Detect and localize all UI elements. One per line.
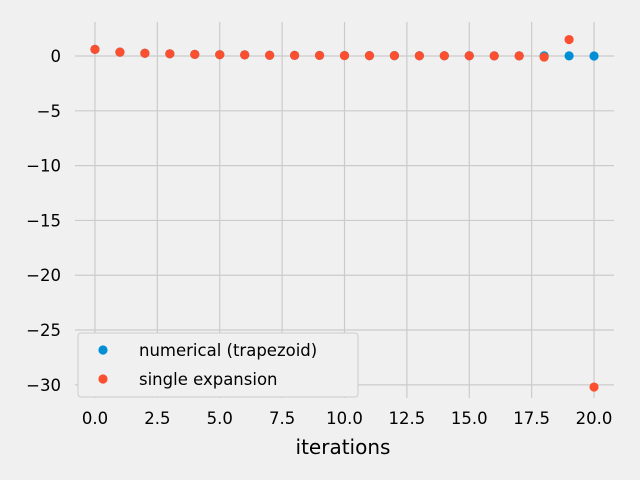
x-tick-label: 7.5 [269,409,295,428]
point-single-expansion [464,51,474,61]
point-single-expansion [190,49,200,59]
point-single-expansion [489,51,499,61]
point-single-expansion [439,51,449,61]
x-tick-label: 20.0 [576,409,613,428]
point-numerical [564,51,574,61]
y-tick-label: −15 [26,211,61,230]
point-single-expansion [414,51,424,61]
point-single-expansion [564,34,574,45]
point-single-expansion [514,51,524,61]
point-single-expansion [589,382,599,392]
legend-label-numerical: numerical (trapezoid) [139,341,317,360]
point-numerical [589,51,599,61]
point-single-expansion [364,51,375,61]
point-single-expansion [240,50,250,60]
x-tick-label: 2.5 [144,409,170,428]
point-single-expansion [389,51,400,61]
x-axis-label: iterations [296,435,391,459]
x-tick-labels: 0.0 2.5 5.0 7.5 10.0 12.5 15.0 17.5 20.0 [82,409,613,428]
point-single-expansion [314,50,325,61]
x-tick-label: 17.5 [513,409,550,428]
point-single-expansion [339,50,350,61]
point-single-expansion [140,48,150,58]
y-tick-label: −25 [26,321,61,340]
point-single-expansion [289,50,300,60]
point-single-expansion [165,49,175,59]
legend-marker-numerical [98,345,108,355]
x-tick-label: 5.0 [207,409,233,428]
point-single-expansion [215,50,225,60]
y-tick-labels: 0 −5 −10 −15 −20 −25 −30 [26,47,61,395]
y-tick-label: 0 [51,47,62,66]
legend-marker-single-expansion [98,374,108,384]
y-tick-label: −10 [26,157,61,176]
x-tick-label: 12.5 [389,409,426,428]
data-points [90,34,599,392]
point-single-expansion [90,44,100,55]
grid-lines [75,22,614,398]
y-tick-label: −30 [26,376,61,395]
x-tick-label: 15.0 [451,409,488,428]
x-tick-label: 0.0 [82,409,108,428]
point-single-expansion [115,47,125,57]
legend: numerical (trapezoid) single expansion [77,332,359,398]
x-tick-label: 10.0 [326,409,363,428]
legend-box [77,332,359,398]
point-single-expansion [265,50,275,60]
point-single-expansion [539,52,549,62]
y-tick-label: −20 [26,266,61,285]
legend-label-single-expansion: single expansion [139,370,278,389]
y-tick-label: −5 [37,102,61,121]
